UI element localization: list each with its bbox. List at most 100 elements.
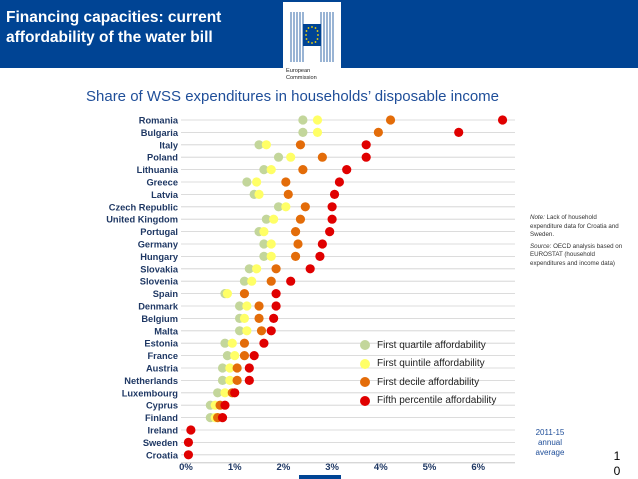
category-label: Austria: [146, 364, 179, 374]
data-point: [273, 152, 284, 162]
data-point: [497, 115, 508, 125]
gridlines: [181, 119, 515, 456]
category-label: Greece: [146, 178, 178, 188]
legend-label: Fifth percentile affordability: [377, 395, 497, 407]
data-point: [295, 214, 306, 224]
data-point: [293, 239, 303, 249]
data-point: [334, 177, 345, 187]
data-point: [256, 326, 267, 336]
data-point: [239, 289, 250, 299]
data-point: [232, 363, 242, 373]
data-point: [273, 202, 284, 212]
legend-item: Fifth percentile affordability: [360, 392, 510, 411]
data-point: [227, 338, 237, 348]
data-point: [298, 165, 308, 175]
legend-item: First decile affordability: [360, 373, 510, 392]
data-point: [312, 127, 323, 137]
data-point: [242, 177, 252, 187]
data-point: [317, 152, 327, 162]
data-point: [213, 388, 223, 398]
data-point: [298, 115, 308, 125]
category-label: Luxembourg: [122, 388, 179, 398]
data-point: [220, 400, 230, 410]
data-point: [259, 239, 269, 249]
data-point: [317, 239, 327, 249]
data-point: [244, 363, 254, 373]
data-point: [239, 351, 250, 361]
series-2: [213, 115, 396, 423]
data-point: [261, 140, 271, 150]
category-label: Spain: [153, 289, 179, 299]
source-paragraph: Source: OECD analysis based on EUROSTAT …: [530, 243, 630, 269]
data-point: [361, 140, 371, 150]
category-label: Italy: [159, 140, 178, 150]
category-label: Ireland: [148, 426, 179, 436]
category-label: Belgium: [141, 314, 178, 324]
data-point: [244, 375, 254, 385]
category-label: Denmark: [138, 302, 179, 312]
logo-org-line-1: European: [286, 68, 311, 74]
note-label: Note:: [530, 214, 545, 221]
data-point: [222, 351, 232, 361]
page-number-line-2: 0: [613, 464, 621, 478]
source-label: Source:: [530, 242, 552, 250]
data-point: [373, 127, 383, 137]
data-point: [239, 276, 250, 286]
x-tick-label: 0%: [179, 462, 193, 473]
data-point: [269, 214, 279, 224]
data-point: [266, 239, 276, 249]
data-point: [220, 388, 230, 398]
data-point: [254, 301, 264, 311]
x-tick-label: 4%: [374, 462, 388, 473]
chart-title: Share of WSS expenditures in households’…: [86, 88, 500, 105]
period-label: 2011-15 annual average: [524, 428, 576, 458]
data-point: [271, 289, 281, 299]
x-tick-label: 2%: [277, 462, 291, 473]
data-point: [315, 251, 325, 261]
period-line-1: 2011-15: [535, 428, 565, 437]
legend-marker: [360, 395, 370, 406]
page-number: 1 0: [612, 449, 622, 479]
data-point: [266, 326, 276, 336]
legend-item: First quintile affordability: [360, 355, 510, 374]
data-point: [242, 301, 252, 311]
source-text: OECD analysis based on EUROSTAT (househo…: [530, 242, 623, 267]
data-point: [247, 276, 257, 286]
logo-organization-name: European Commission: [286, 68, 338, 82]
category-label: Latvia: [151, 190, 179, 200]
data-point: [230, 388, 240, 398]
data-point: [325, 227, 335, 237]
category-label: Sweden: [143, 438, 178, 448]
category-label: Malta: [154, 326, 179, 336]
data-point: [232, 375, 242, 385]
data-point: [234, 326, 245, 336]
data-point: [183, 437, 194, 447]
category-label: Croatia: [146, 450, 179, 460]
data-point: [254, 313, 264, 323]
category-label: United Kingdom: [106, 215, 178, 225]
bottom-accent-bar: [299, 475, 341, 479]
chart-note: Note: Lack of household expenditure data…: [530, 214, 630, 272]
legend-marker: [360, 358, 370, 369]
data-point: [239, 338, 250, 348]
data-point: [271, 301, 281, 311]
category-label: Germany: [138, 240, 179, 250]
x-tick-label: 6%: [471, 462, 485, 473]
data-point: [239, 313, 250, 323]
x-tick-label: 3%: [325, 462, 339, 473]
period-line-3: average: [535, 448, 565, 457]
legend-label: First quartile affordability: [377, 339, 486, 351]
data-point: [220, 338, 230, 348]
legend-label: First decile affordability: [377, 376, 480, 388]
data-point: [327, 214, 337, 224]
data-point: [254, 140, 264, 150]
legend-item: First quartile affordability: [360, 336, 510, 355]
data-point: [186, 425, 196, 435]
data-point: [385, 115, 396, 125]
category-label: Poland: [147, 153, 178, 163]
data-point: [361, 152, 371, 162]
data-point: [217, 413, 228, 423]
data-point: [286, 152, 296, 162]
data-point: [259, 227, 269, 237]
